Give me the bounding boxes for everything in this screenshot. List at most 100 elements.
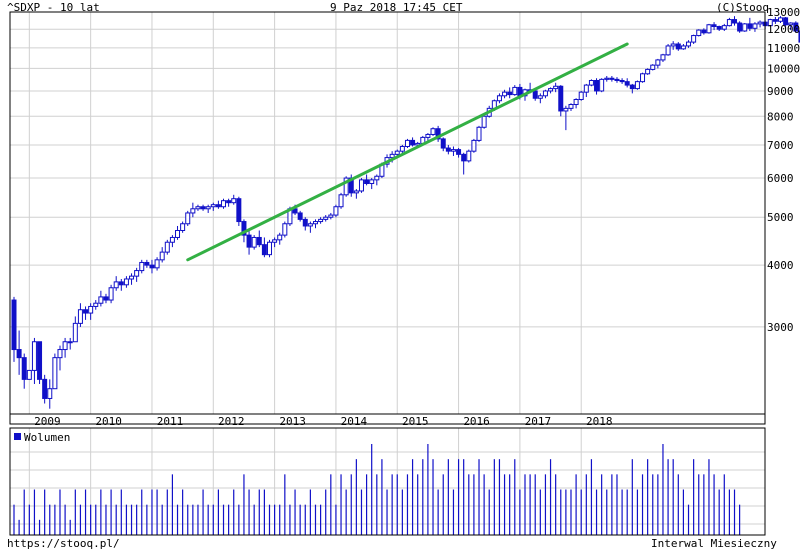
candle-body: [210, 204, 216, 208]
candle-body: [711, 24, 717, 28]
candle-body: [333, 206, 339, 216]
candle-body: [445, 147, 451, 152]
candle-body: [195, 206, 201, 210]
candle-body: [456, 149, 462, 155]
volume-bars: [13, 444, 741, 535]
candle-body: [256, 236, 262, 246]
x-tick-label: 2017: [525, 415, 552, 428]
candle-body: [261, 244, 267, 256]
candle-body: [180, 223, 186, 232]
axes: [9, 11, 766, 536]
candle-body: [93, 302, 99, 307]
copyright-label: (C)Stooq: [716, 1, 769, 14]
candle-body: [139, 261, 145, 272]
candle-body: [302, 218, 308, 227]
candle-body: [599, 78, 605, 92]
interval-label: Interwal Miesieczny: [651, 537, 777, 550]
candle-body: [47, 388, 53, 399]
y-tick-label: 13000: [767, 6, 800, 19]
candle-body: [353, 190, 359, 194]
volume-legend-label: Wolumen: [24, 431, 70, 444]
candle-body: [578, 91, 584, 100]
candle-body: [364, 179, 370, 184]
candle-body: [16, 349, 22, 359]
x-tick-label: 2011: [157, 415, 184, 428]
candle-body: [747, 23, 753, 29]
candle-body: [588, 79, 594, 86]
price-panel-frame: [9, 11, 766, 415]
chart-symbol-title: ^SDXP - 10 lat: [7, 1, 100, 14]
candle-body: [660, 54, 666, 61]
candle-body: [282, 223, 288, 236]
candle-body: [343, 177, 349, 196]
x-tick-label: 2012: [218, 415, 245, 428]
x-tick-label: 2018: [586, 415, 613, 428]
candle-body: [404, 139, 410, 147]
candle-body: [706, 24, 712, 34]
candle-body: [103, 296, 109, 301]
candle-body: [532, 90, 538, 99]
candle-body: [236, 198, 242, 223]
candle-body: [502, 91, 508, 97]
candle-body: [583, 84, 589, 93]
candle-body: [686, 41, 692, 47]
candle-body: [568, 104, 574, 109]
candle-body: [737, 22, 743, 32]
candle-body: [164, 241, 170, 253]
source-url: https://stooq.pl/: [7, 537, 120, 550]
candle-body: [563, 107, 569, 112]
candle-body: [26, 369, 32, 380]
candle-body: [757, 21, 763, 25]
trendline: [186, 42, 629, 262]
candle-body: [415, 142, 421, 146]
candle-body: [277, 234, 283, 241]
candle-body: [190, 208, 196, 214]
candle-body: [323, 216, 329, 220]
candle-body: [159, 251, 165, 261]
candle-body: [134, 270, 140, 277]
candle-body: [52, 357, 58, 390]
candle-body: [98, 296, 104, 304]
candle-body: [629, 84, 635, 90]
candle-body: [144, 261, 150, 266]
candle-body: [696, 29, 702, 37]
y-tick-label: 10000: [767, 62, 800, 75]
candle-body: [670, 43, 676, 47]
candle-body: [767, 19, 773, 27]
candle-body: [788, 22, 794, 26]
candle-body: [701, 29, 707, 34]
candle-body: [123, 278, 129, 286]
volume-panel-frame: [9, 427, 766, 536]
candles: [11, 16, 800, 409]
x-tick-label: 2013: [279, 415, 306, 428]
candle-body: [742, 23, 748, 32]
candle-body: [246, 234, 252, 248]
candle-body: [594, 79, 600, 92]
candle-body: [650, 64, 656, 70]
candle-body: [604, 77, 610, 80]
candle-body: [553, 85, 559, 90]
candle-body: [680, 45, 686, 50]
axis-labels: 3000 4000 5000 6000 7000 8000 9000 10000 11000 12…: [14, 6, 800, 444]
x-axis-band: [9, 413, 766, 425]
candle-body: [129, 275, 135, 280]
candle-body: [267, 241, 272, 256]
candle-body: [358, 179, 364, 192]
candle-body: [57, 349, 63, 359]
x-tick-label: 2010: [95, 415, 122, 428]
candle-body: [118, 281, 124, 286]
candle-body: [691, 35, 697, 43]
candle-body: [83, 309, 89, 314]
candle-body: [338, 194, 344, 208]
candle-body: [537, 95, 543, 99]
candle-body: [624, 81, 630, 86]
candle-body: [542, 90, 548, 97]
candle-body: [435, 128, 441, 140]
candle-body: [640, 73, 646, 83]
x-tick-label: 2014: [341, 415, 368, 428]
y-tick-label: 3000: [767, 321, 794, 334]
candle-body: [113, 281, 119, 289]
y-tick-label: 7000: [767, 139, 794, 152]
candle-body: [251, 236, 257, 248]
